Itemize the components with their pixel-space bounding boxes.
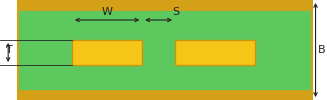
Bar	[175, 40, 255, 65]
Bar	[18, 0, 312, 100]
Text: T: T	[6, 45, 12, 55]
Text: S: S	[172, 7, 179, 17]
Bar	[18, 0, 312, 10]
Text: B: B	[318, 45, 326, 55]
Bar	[72, 40, 142, 65]
Text: W: W	[101, 7, 112, 17]
Bar	[18, 90, 312, 100]
